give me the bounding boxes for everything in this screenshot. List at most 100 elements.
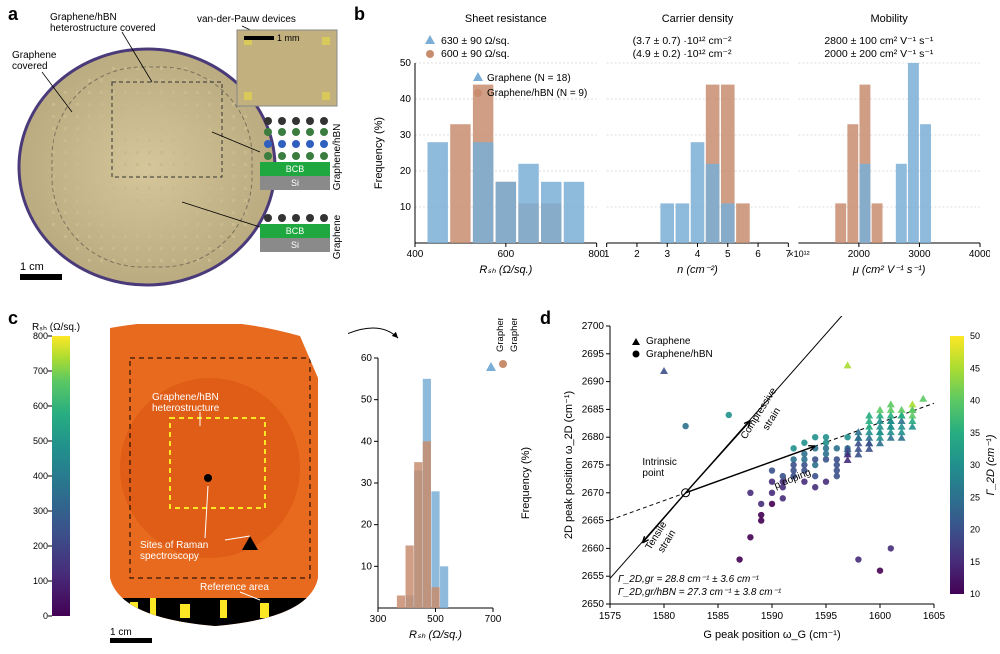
svg-text:2675: 2675 bbox=[582, 460, 605, 471]
svg-text:30: 30 bbox=[970, 460, 980, 470]
svg-text:BCB: BCB bbox=[286, 164, 305, 174]
svg-text:20: 20 bbox=[361, 520, 373, 531]
svg-text:10: 10 bbox=[970, 589, 980, 599]
figure-root: { "panel_labels":{"a":"a","b":"b","c":"c… bbox=[0, 0, 1000, 654]
svg-text:Si: Si bbox=[291, 178, 299, 188]
svg-text:40: 40 bbox=[400, 94, 412, 105]
svg-text:40: 40 bbox=[361, 436, 373, 447]
svg-text:Sheet resistance: Sheet resistance bbox=[465, 13, 547, 25]
svg-text:0: 0 bbox=[43, 611, 48, 621]
svg-text:400: 400 bbox=[407, 249, 424, 260]
svg-text:50: 50 bbox=[361, 395, 373, 406]
svg-text:20: 20 bbox=[400, 166, 412, 177]
svg-text:Si: Si bbox=[291, 240, 299, 250]
panel-c-map: Graphene/hBNheterostructure Sites of Ram… bbox=[90, 318, 340, 650]
svg-text:Γ_2D (cm⁻¹): Γ_2D (cm⁻¹) bbox=[985, 434, 997, 495]
svg-text:50: 50 bbox=[970, 331, 980, 341]
svg-text:2000 ± 200 cm² V⁻¹ s⁻¹: 2000 ± 200 cm² V⁻¹ s⁻¹ bbox=[824, 48, 934, 60]
svg-text:300: 300 bbox=[33, 506, 48, 516]
svg-text:(4.9 ± 0.2) ·10¹² cm⁻²: (4.9 ± 0.2) ·10¹² cm⁻² bbox=[633, 48, 732, 60]
svg-text:1575: 1575 bbox=[599, 611, 622, 622]
svg-text:10: 10 bbox=[400, 202, 412, 213]
svg-text:2660: 2660 bbox=[582, 543, 605, 554]
svg-text:30: 30 bbox=[361, 478, 373, 489]
label-vdp: van-der-Pauw devices bbox=[197, 14, 296, 25]
svg-text:800: 800 bbox=[588, 249, 605, 260]
svg-text:G peak position ω_G (cm⁻¹): G peak position ω_G (cm⁻¹) bbox=[703, 629, 840, 641]
svg-text:×10¹²: ×10¹² bbox=[788, 249, 809, 259]
svg-text:1585: 1585 bbox=[707, 611, 730, 622]
svg-text:2D peak position ω_2D (cm⁻¹): 2D peak position ω_2D (cm⁻¹) bbox=[563, 391, 575, 539]
svg-text:Graphene: Graphene bbox=[332, 214, 342, 259]
svg-text:1600: 1600 bbox=[869, 611, 892, 622]
svg-text:45: 45 bbox=[970, 363, 980, 373]
ann-raman: Sites of Ramanspectroscopy bbox=[140, 540, 208, 562]
svg-text:1590: 1590 bbox=[761, 611, 784, 622]
svg-text:2690: 2690 bbox=[582, 377, 605, 388]
svg-text:Graphene/hBN: Graphene/hBN bbox=[332, 124, 342, 191]
svg-text:Γ_2D,gr/hBN = 27.3 cm⁻¹ ± 3.8: Γ_2D,gr/hBN = 27.3 cm⁻¹ ± 3.8 cm⁻¹ bbox=[618, 587, 782, 598]
svg-text:Rₛₕ (Ω/sq.): Rₛₕ (Ω/sq.) bbox=[409, 629, 462, 641]
inset-scale: 1 mm bbox=[277, 33, 300, 43]
svg-text:μ (cm² V⁻¹ s⁻¹): μ (cm² V⁻¹ s⁻¹) bbox=[852, 264, 926, 276]
svg-text:4: 4 bbox=[695, 249, 701, 260]
stack-graphene: BCB Si Graphene bbox=[260, 214, 342, 259]
svg-text:Frequency (%): Frequency (%) bbox=[520, 447, 532, 519]
svg-text:2800 ± 100 cm² V⁻¹ s⁻¹: 2800 ± 100 cm² V⁻¹ s⁻¹ bbox=[824, 35, 934, 47]
label-hetero: Graphene/hBNheterostructure covered bbox=[50, 12, 156, 34]
panel-c-colorbar: Rₛₕ (Ω/sq.) 0100200300400500600700800 bbox=[14, 318, 84, 638]
svg-text:700: 700 bbox=[485, 614, 502, 625]
svg-text:2665: 2665 bbox=[582, 516, 605, 527]
svg-text:Carrier density: Carrier density bbox=[662, 13, 734, 25]
svg-text:4000: 4000 bbox=[969, 249, 990, 260]
svg-text:15: 15 bbox=[970, 557, 980, 567]
svg-text:2650: 2650 bbox=[582, 599, 605, 610]
panel-label-d: d bbox=[540, 308, 551, 329]
ann-ref: Reference area bbox=[200, 582, 269, 593]
svg-text:400: 400 bbox=[33, 471, 48, 481]
svg-text:100: 100 bbox=[33, 576, 48, 586]
svg-text:Graphene/hBN: Graphene/hBN bbox=[646, 349, 713, 360]
svg-text:Mobility: Mobility bbox=[871, 13, 909, 25]
svg-text:2655: 2655 bbox=[582, 571, 605, 582]
panel-d: 1575158015851590159516001605265026552660… bbox=[558, 316, 998, 652]
svg-text:Graphene (N = 18): Graphene (N = 18) bbox=[487, 73, 571, 84]
svg-text:800: 800 bbox=[33, 331, 48, 341]
svg-text:600 ± 90 Ω/sq.: 600 ± 90 Ω/sq. bbox=[441, 48, 510, 60]
c-scale: 1 cm bbox=[110, 627, 132, 638]
svg-text:600: 600 bbox=[33, 401, 48, 411]
svg-text:630 ± 90 Ω/sq.: 630 ± 90 Ω/sq. bbox=[441, 35, 510, 47]
svg-text:500: 500 bbox=[427, 614, 444, 625]
svg-text:3: 3 bbox=[664, 249, 670, 260]
svg-text:2680: 2680 bbox=[582, 432, 605, 443]
svg-text:20: 20 bbox=[970, 525, 980, 535]
svg-text:3000: 3000 bbox=[908, 249, 931, 260]
svg-text:Graphene: Graphene bbox=[495, 318, 506, 352]
svg-text:Graphene/hBN (N = 9): Graphene/hBN (N = 9) bbox=[487, 88, 587, 99]
svg-text:600: 600 bbox=[497, 249, 514, 260]
svg-text:2000: 2000 bbox=[848, 249, 871, 260]
svg-text:(3.7 ± 0.7) ·10¹² cm⁻²: (3.7 ± 0.7) ·10¹² cm⁻² bbox=[633, 35, 732, 47]
svg-text:50: 50 bbox=[400, 58, 412, 69]
svg-text:Γ_2D,gr = 28.8 cm⁻¹ ± 3.6 cm⁻¹: Γ_2D,gr = 28.8 cm⁻¹ ± 3.6 cm⁻¹ bbox=[618, 574, 760, 585]
svg-text:300: 300 bbox=[370, 614, 387, 625]
svg-text:n (cm⁻²): n (cm⁻²) bbox=[677, 264, 718, 276]
svg-text:BCB: BCB bbox=[286, 226, 305, 236]
label-gr-covered: Graphenecovered bbox=[12, 50, 57, 72]
svg-text:Rₛₕ (Ω/sq.): Rₛₕ (Ω/sq.) bbox=[479, 264, 532, 276]
svg-text:Intrinsicpoint: Intrinsicpoint bbox=[642, 457, 676, 479]
svg-text:500: 500 bbox=[33, 436, 48, 446]
svg-text:2695: 2695 bbox=[582, 349, 605, 360]
svg-text:30: 30 bbox=[400, 130, 412, 141]
svg-text:1595: 1595 bbox=[815, 611, 838, 622]
svg-text:2685: 2685 bbox=[582, 404, 605, 415]
svg-text:Frequency (%): Frequency (%) bbox=[373, 117, 385, 189]
svg-text:1: 1 bbox=[604, 249, 610, 260]
svg-text:700: 700 bbox=[33, 366, 48, 376]
svg-text:1605: 1605 bbox=[923, 611, 946, 622]
svg-text:60: 60 bbox=[361, 353, 373, 364]
panel-b: Frequency (%) Sheet resistance 630 ± 90 Ω/… bbox=[370, 8, 990, 308]
svg-text:40: 40 bbox=[970, 396, 980, 406]
svg-text:200: 200 bbox=[33, 541, 48, 551]
svg-text:6: 6 bbox=[755, 249, 761, 260]
